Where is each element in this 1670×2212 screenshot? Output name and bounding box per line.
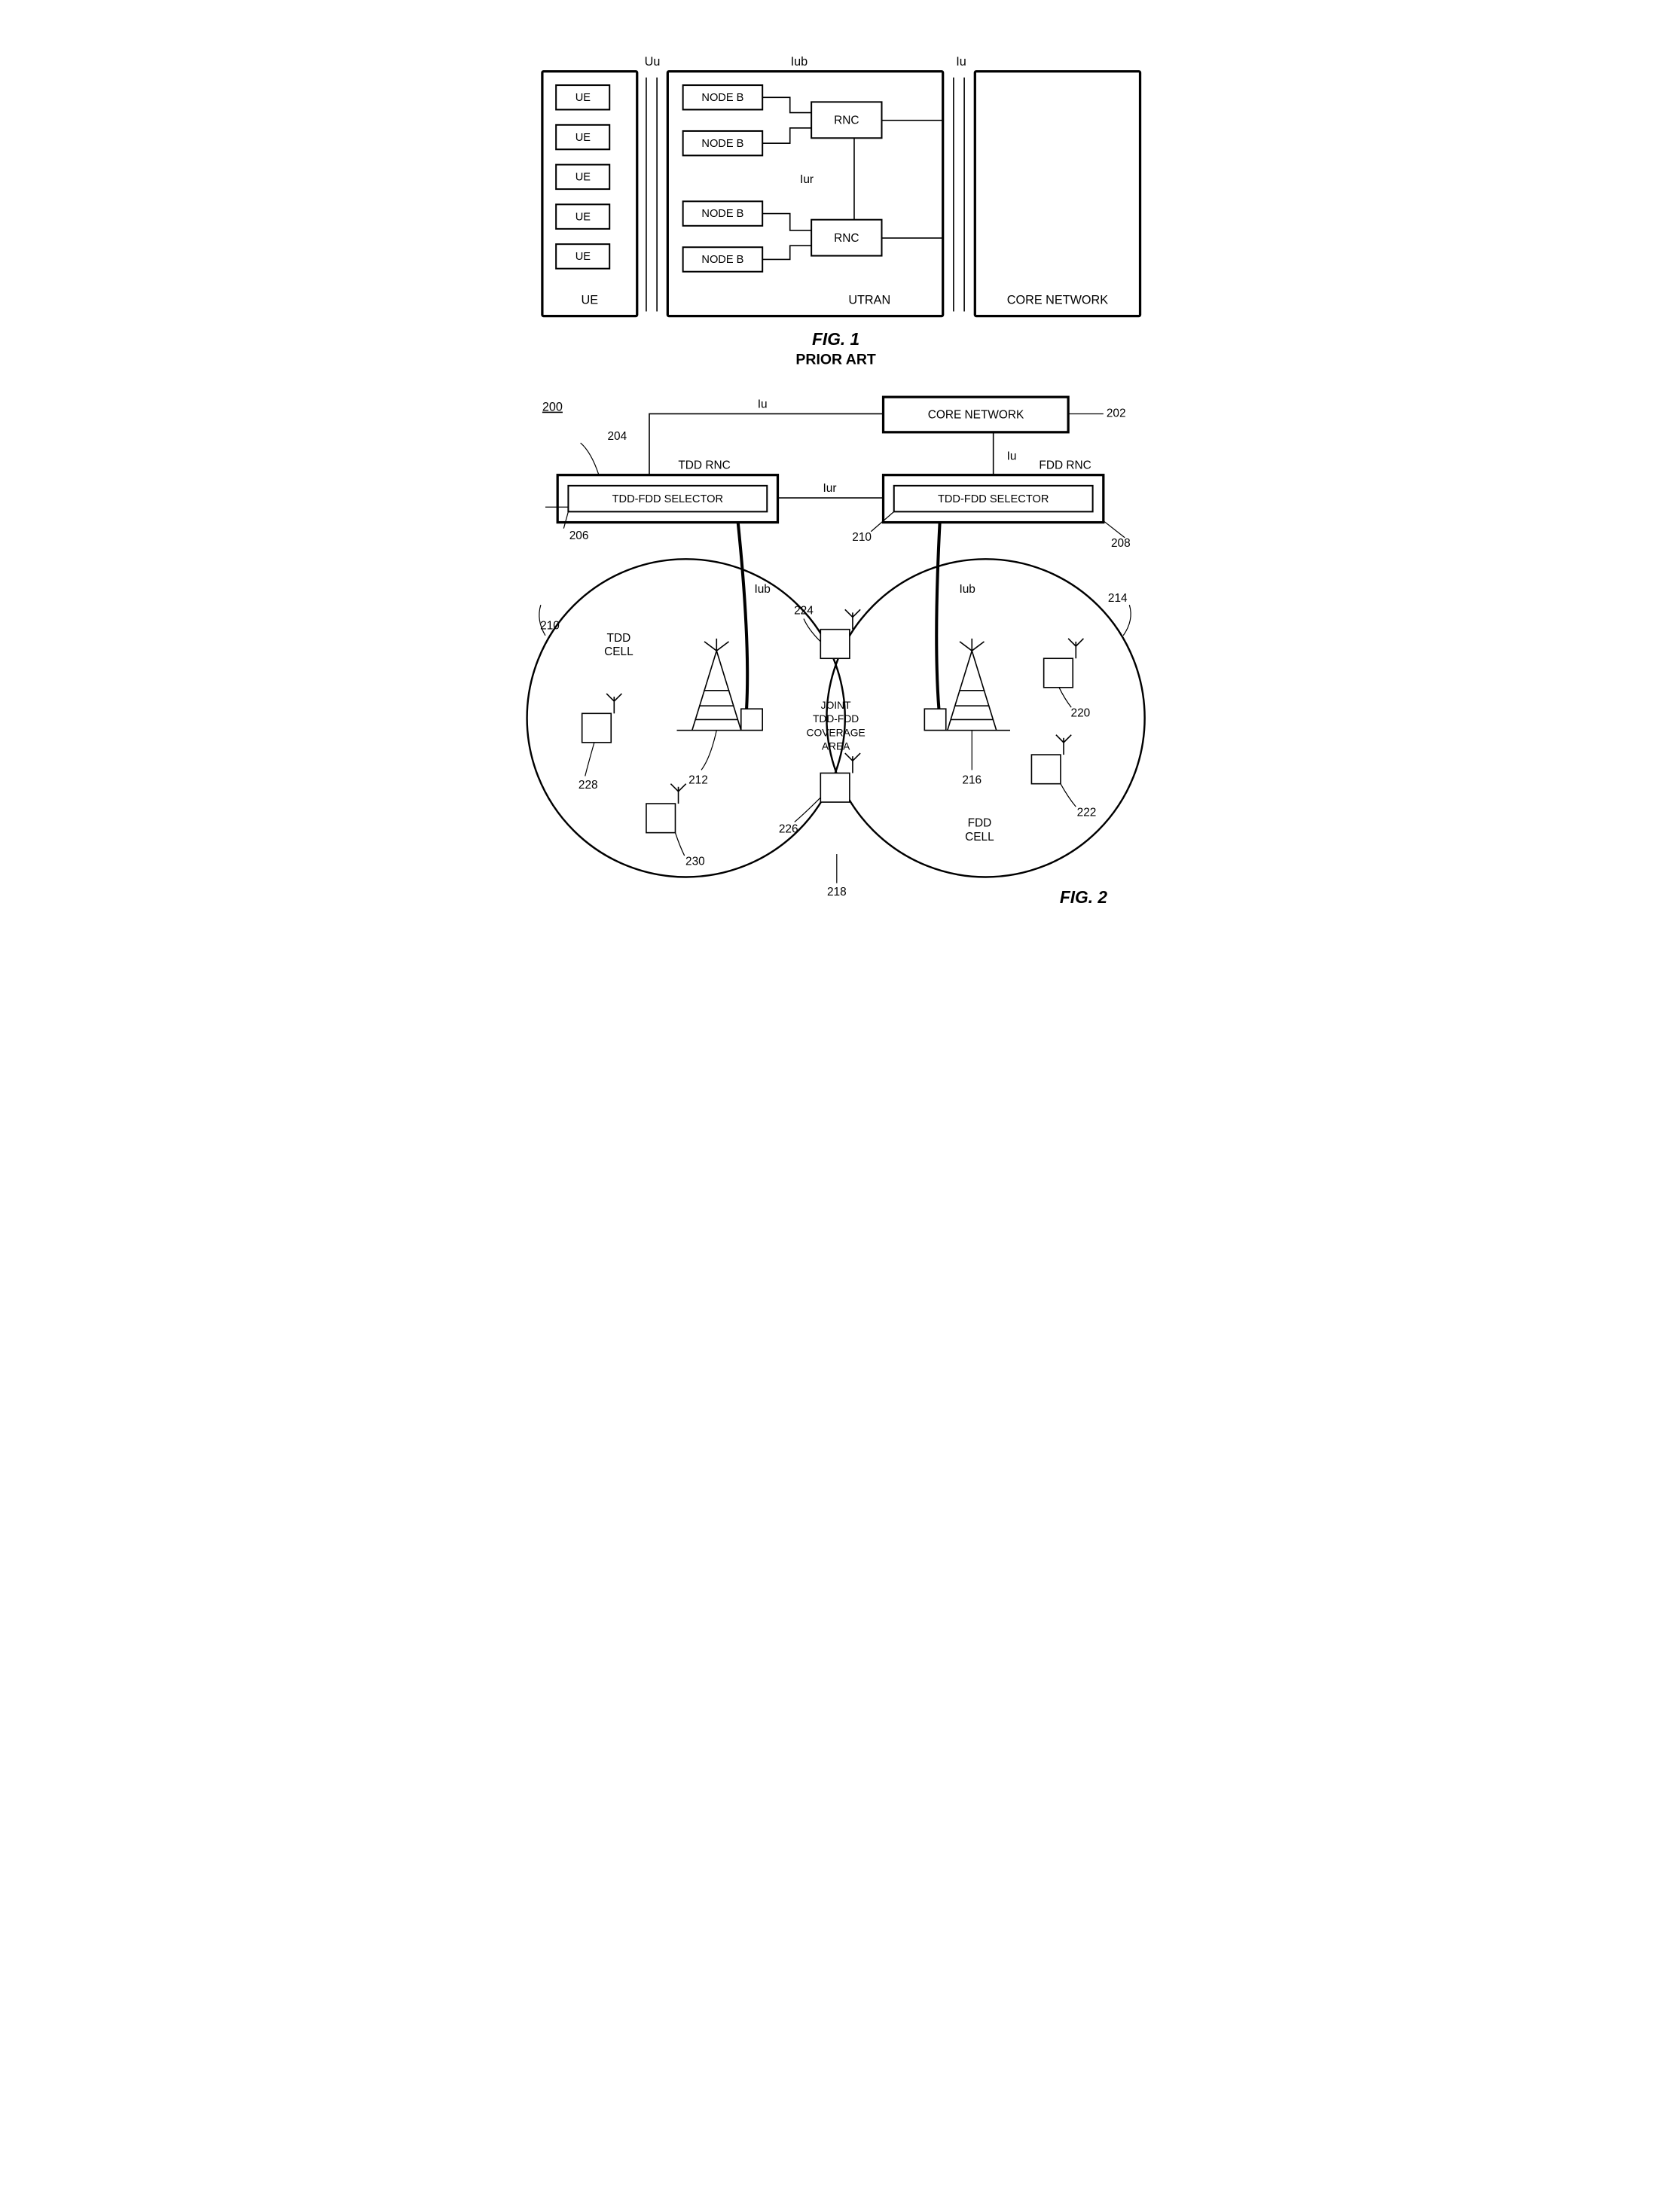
fig2-core-label: CORE NETWORK bbox=[927, 409, 1024, 422]
fig2-caption-title: FIG. 2 bbox=[1059, 887, 1107, 907]
fig1-core-panel-label: CORE NETWORK bbox=[1006, 294, 1107, 307]
fig1-core-panel bbox=[975, 72, 1140, 316]
fig2-ue-222 bbox=[1031, 735, 1071, 784]
fig2-ref-224: 224 bbox=[794, 604, 814, 617]
fig2-joint-l4: AREA bbox=[821, 741, 850, 752]
fig2-ref-222: 222 bbox=[1076, 806, 1096, 819]
fig2-ref-210c: 210 bbox=[540, 620, 560, 633]
fig1-ue-item-label: UE bbox=[575, 211, 591, 223]
fig1-nodeb-label: NODE B bbox=[701, 92, 743, 104]
fig2-lead-230 bbox=[675, 833, 684, 856]
fig2-lead-220 bbox=[1058, 688, 1070, 707]
fig2-fdd-cell-label: FDD bbox=[967, 817, 991, 830]
fig2-ref-212: 212 bbox=[688, 774, 708, 787]
fig1-iur-label: Iur bbox=[800, 173, 814, 186]
fig1-ue-item-label: UE bbox=[575, 172, 591, 184]
fig2-ref-206: 206 bbox=[569, 529, 588, 542]
fig2-ref-202: 202 bbox=[1106, 407, 1125, 420]
fig2-joint-l2: TDD-FDD bbox=[812, 713, 858, 725]
fig1-nodeb-label: NODE B bbox=[701, 254, 743, 266]
fig2-tdd-cell-label: TDD bbox=[606, 632, 630, 645]
fig1-ue-panel-label: UE bbox=[581, 294, 598, 307]
fig2-lead-204 bbox=[580, 443, 598, 475]
fig1-uu-label: Uu bbox=[644, 55, 660, 69]
fig2-ue-224 bbox=[820, 609, 860, 658]
fig2-tdd-selector-label: TDD-FDD SELECTOR bbox=[612, 493, 722, 505]
fig1-nodeb-label: NODE B bbox=[701, 208, 743, 220]
diagram-svg: Uu Iub Iu UE UE UE UE UE UE NODE B bbox=[496, 30, 1174, 928]
fig2-lead-228 bbox=[585, 743, 594, 776]
fig2-ue-226 bbox=[820, 753, 860, 802]
fig2-iub-fdd bbox=[936, 523, 939, 709]
fig2-lead-212 bbox=[701, 731, 716, 770]
fig2-iub-label-tdd: Iub bbox=[754, 583, 770, 596]
fig2-lead-214 bbox=[1123, 605, 1131, 636]
fig2-ue-220 bbox=[1043, 639, 1083, 688]
fig2-lead-222 bbox=[1060, 784, 1075, 807]
fig2-fdd-rnc-title: FDD RNC bbox=[1039, 459, 1091, 472]
fig2-fdd-selector-label: TDD-FDD SELECTOR bbox=[937, 493, 1048, 505]
fig1-rnc-label: RNC bbox=[834, 232, 859, 245]
fig2-ref-214: 214 bbox=[1107, 592, 1127, 605]
fig1-caption-title: FIG. 1 bbox=[812, 329, 859, 349]
fig2-tdd-rnc-title: TDD RNC bbox=[678, 459, 730, 472]
fig2-ref-210: 210 bbox=[852, 531, 872, 544]
fig2-iub-label-fdd: Iub bbox=[959, 583, 975, 596]
fig2-iu-label-right: Iu bbox=[1006, 450, 1016, 462]
fig2-iu-label-left: Iu bbox=[757, 398, 767, 410]
fig2-lead-208 bbox=[1103, 521, 1124, 538]
fig2-ref-230: 230 bbox=[685, 855, 705, 868]
fig2-ref-216: 216 bbox=[962, 774, 982, 787]
fig1-group: Uu Iub Iu UE UE UE UE UE UE NODE B bbox=[542, 55, 1140, 368]
fig2-fdd-cell-label2: CELL bbox=[965, 831, 994, 844]
fig2-ref-220: 220 bbox=[1070, 706, 1090, 719]
fig2-joint-l3: COVERAGE bbox=[806, 727, 865, 738]
fig2-ref-218: 218 bbox=[826, 886, 846, 899]
fig2-ref-204: 204 bbox=[607, 430, 627, 443]
fig1-iu-label: Iu bbox=[956, 55, 966, 69]
fig2-group: 200 CORE NETWORK 202 Iu Iu TDD RNC TDD-F… bbox=[527, 397, 1144, 907]
fig2-ue-228 bbox=[582, 694, 621, 743]
fig2-iub-tdd bbox=[737, 523, 746, 709]
fig1-nodeb-label: NODE B bbox=[701, 138, 743, 150]
fig2-ref-208: 208 bbox=[1110, 537, 1130, 550]
fig1-utran-panel-label: UTRAN bbox=[848, 294, 890, 307]
fig2-ue-230 bbox=[646, 784, 685, 833]
fig1-caption-sub: PRIOR ART bbox=[795, 352, 875, 368]
fig1-ue-item-label: UE bbox=[575, 92, 591, 104]
fig1-rnc-label: RNC bbox=[834, 114, 859, 127]
fig2-ref-200: 200 bbox=[542, 401, 562, 414]
fig2-joint-l1: JOINT bbox=[820, 700, 850, 711]
fig2-iur-label: Iur bbox=[823, 482, 836, 495]
fig1-ue-item-label: UE bbox=[575, 251, 591, 263]
fig2-ref-226: 226 bbox=[778, 823, 798, 836]
fig2-ref-228: 228 bbox=[578, 779, 597, 792]
fig1-ue-item-label: UE bbox=[575, 132, 591, 144]
fig2-tdd-basestation bbox=[676, 639, 762, 731]
fig1-iub-label: Iub bbox=[790, 55, 808, 69]
fig2-tdd-cell-label2: CELL bbox=[604, 645, 634, 658]
